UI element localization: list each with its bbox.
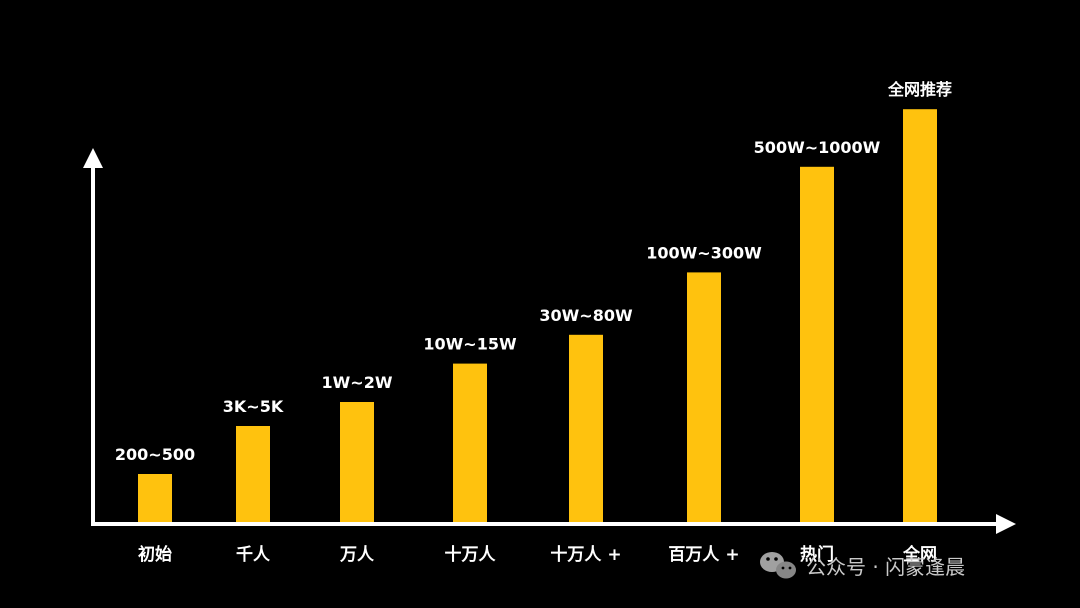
x-axis-arrow-icon	[996, 514, 1016, 534]
chart-axes	[83, 148, 1016, 534]
bars-group: 200~500 初始 3K~5K 千人 1W~2W 万人 10W~15W 十万人 30W~80W…	[115, 80, 952, 565]
bar-2	[340, 402, 374, 522]
bar-value-label-6: 500W~1000W	[754, 138, 881, 157]
category-label-2: 万人	[339, 545, 375, 565]
watermark-text: 公众号 · 闪蒙逢晨	[806, 555, 965, 579]
category-label-0: 初始	[138, 544, 172, 565]
bar-value-label-7: 全网推荐	[887, 80, 952, 99]
category-label-5: 百万人 +	[668, 545, 739, 565]
bar-3	[453, 363, 487, 522]
bar-value-label-1: 3K~5K	[223, 397, 284, 416]
bar-value-label-3: 10W~15W	[423, 335, 517, 354]
bar-value-label-5: 100W~300W	[646, 243, 762, 262]
bar-value-label-4: 30W~80W	[539, 306, 633, 325]
bar-value-label-2: 1W~2W	[322, 373, 393, 392]
bar-5	[687, 272, 721, 522]
bar-1	[236, 426, 270, 522]
category-label-6: 热门	[800, 544, 834, 565]
category-label-4: 十万人 +	[550, 544, 621, 565]
bar-0	[138, 474, 172, 522]
category-label-7: 全网	[902, 544, 937, 565]
bar-7	[903, 109, 937, 522]
watermark: 公众号 · 闪蒙逢晨	[760, 552, 965, 579]
bar-value-label-0: 200~500	[115, 445, 195, 464]
y-axis-arrow-icon	[83, 148, 103, 168]
bar-4	[569, 334, 603, 522]
category-label-3: 十万人	[445, 544, 497, 565]
bar-6	[800, 166, 834, 523]
category-label-1: 千人	[236, 545, 271, 565]
wechat-icon	[760, 552, 796, 579]
